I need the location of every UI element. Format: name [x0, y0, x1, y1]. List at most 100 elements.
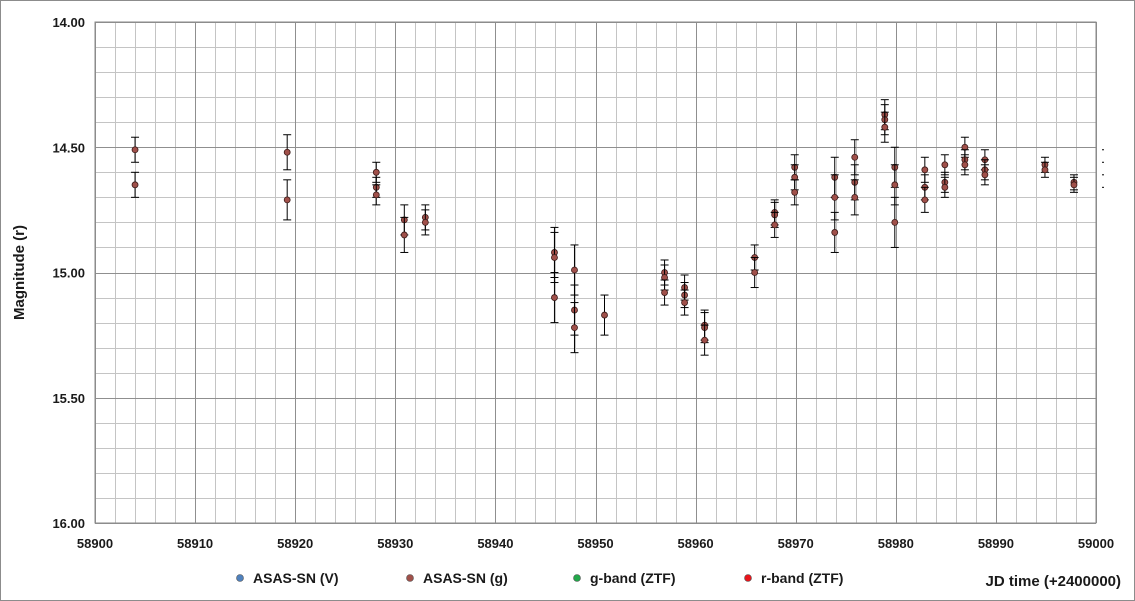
point-marker: [851, 193, 859, 201]
y-tick-label: 15.00: [52, 266, 85, 281]
legend-item: ASAS-SN (g): [406, 570, 508, 586]
y-tick-label: 16.00: [52, 516, 85, 531]
point-marker: [921, 166, 929, 174]
data-point: [850, 179, 859, 216]
data-point: [940, 176, 949, 198]
x-tick-label: 58980: [878, 536, 914, 551]
data-point: [700, 324, 709, 356]
data-point: [131, 136, 140, 163]
data-point: [770, 211, 779, 238]
data-point: [750, 256, 759, 289]
data-point: [131, 171, 140, 198]
point-marker: [400, 231, 408, 239]
data-point: [283, 134, 292, 171]
data-points: [131, 99, 1078, 356]
x-tick-label: 58970: [778, 536, 814, 551]
data-point: [890, 164, 899, 206]
x-tick-label: 59000: [1078, 536, 1114, 551]
data-point: [421, 209, 430, 236]
point-marker: [601, 311, 608, 319]
legend-marker: [573, 574, 581, 582]
x-tick-label: 58950: [577, 536, 613, 551]
legend: ASAS-SN (V) ASAS-SN (g) g-band (ZTF) r-band…: [236, 570, 843, 586]
point-marker: [701, 336, 709, 344]
data-point: [400, 216, 409, 253]
point-marker: [283, 148, 291, 156]
point-marker: [372, 168, 380, 176]
data-point: [570, 302, 579, 354]
point-marker: [421, 218, 429, 226]
legend-marker: [744, 574, 752, 582]
legend-label: ASAS-SN (V): [253, 570, 339, 586]
x-tick-label: 58900: [77, 536, 113, 551]
point-marker: [831, 193, 839, 201]
data-point: [830, 211, 839, 253]
data-point: [890, 196, 899, 248]
point-marker: [891, 218, 899, 226]
x-tick-label: 58930: [377, 536, 413, 551]
data-point: [920, 186, 929, 213]
point-marker: [831, 229, 839, 236]
y-tick-label: 14.50: [52, 140, 85, 155]
data-point: [680, 289, 689, 316]
point-marker: [891, 181, 899, 189]
data-point: [1040, 161, 1049, 178]
point-marker: [661, 289, 668, 296]
point-marker: [981, 171, 989, 179]
point-marker: [1070, 181, 1078, 189]
data-point: [372, 184, 381, 206]
data-point: [980, 164, 989, 186]
y-tick-label: 15.50: [52, 391, 85, 406]
x-tick-label: 58990: [978, 536, 1014, 551]
legend-label: ASAS-SN (g): [423, 570, 508, 586]
data-point: [600, 294, 609, 336]
data-point: [960, 154, 969, 176]
legend-item: g-band (ZTF): [573, 570, 676, 586]
point-marker: [771, 221, 779, 229]
legend-marker: [406, 574, 414, 582]
data-point: [1069, 176, 1078, 193]
legend-label: r-band (ZTF): [761, 570, 843, 586]
data-point: [790, 179, 799, 206]
legend-label: g-band (ZTF): [590, 570, 676, 586]
point-marker: [791, 188, 799, 196]
point-marker: [681, 299, 688, 306]
point-marker: [1041, 166, 1049, 174]
data-point: [790, 164, 799, 191]
minor-gridlines: [95, 22, 1096, 523]
point-marker: [131, 146, 139, 154]
data-point: [660, 279, 669, 306]
x-tick-label: 58960: [678, 536, 714, 551]
legend-item: r-band (ZTF): [744, 570, 843, 586]
y-axis-ticks: 14.00 14.50 15.00 15.50 16.00: [52, 15, 85, 531]
data-point: [550, 272, 559, 324]
point-marker: [571, 266, 578, 274]
data-point: [880, 111, 889, 143]
point-marker: [851, 153, 859, 161]
point-marker: [551, 254, 558, 261]
point-marker: [551, 294, 558, 301]
point-marker: [941, 161, 949, 169]
plot-border: [94, 21, 1097, 524]
y-axis-title: Magnitude (r): [11, 225, 28, 320]
point-marker: [571, 324, 578, 332]
point-marker: [751, 269, 759, 276]
x-axis-title: JD time (+2400000): [986, 573, 1122, 590]
overflow-markers: [1102, 149, 1104, 188]
y-tick-label: 14.00: [52, 15, 85, 30]
legend-marker: [236, 574, 244, 582]
point-marker: [881, 123, 889, 131]
point-marker: [941, 183, 949, 191]
data-point: [283, 179, 292, 221]
x-tick-label: 58940: [477, 536, 513, 551]
x-tick-label: 58910: [177, 536, 213, 551]
point-marker: [372, 191, 380, 199]
plot-area: [95, 22, 1096, 523]
legend-item: ASAS-SN (V): [236, 570, 339, 586]
point-marker: [131, 181, 139, 189]
point-marker: [921, 196, 929, 204]
x-axis-ticks: 58900 58910 58920 58930 58940 58950 58960 58970…: [77, 536, 1114, 551]
data-point: [372, 161, 381, 183]
point-marker: [961, 161, 969, 169]
